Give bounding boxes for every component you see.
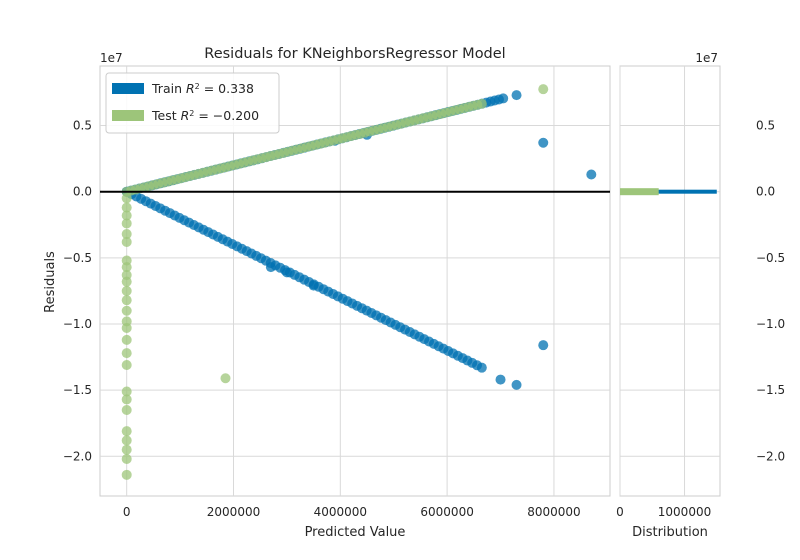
train-point <box>308 280 319 291</box>
train-point <box>511 90 522 101</box>
distribution-bar-train <box>620 189 717 194</box>
legend-swatch-train <box>112 83 144 94</box>
main-points <box>121 84 597 480</box>
x-axis-label: Predicted Value <box>305 525 406 540</box>
distribution-offset-label: 1e7 <box>695 51 718 65</box>
test-point <box>121 360 132 371</box>
test-point <box>476 98 487 109</box>
distribution-y-tick-label: −2.0 <box>756 449 785 463</box>
chart-title: Residuals for KNeighborsRegressor Model <box>204 46 505 62</box>
train-point <box>538 340 549 351</box>
test-point <box>121 386 132 397</box>
distribution-y-tick-label: −1.5 <box>756 383 785 397</box>
test-point <box>220 373 231 384</box>
test-point <box>121 322 132 333</box>
distribution-bars <box>620 188 717 196</box>
x-tick-label: 6000000 <box>420 505 473 519</box>
distribution-x-axis-label: Distribution <box>632 525 708 540</box>
test-point <box>538 84 549 95</box>
y-offset-label: 1e7 <box>100 51 123 65</box>
test-point <box>121 435 132 446</box>
test-point <box>121 262 132 273</box>
test-point <box>121 394 132 405</box>
x-tick-labels: 0 2000000 4000000 6000000 8000000 <box>123 505 581 519</box>
distribution-y-tick-label: 0.5 <box>756 119 775 133</box>
train-point <box>495 374 506 385</box>
distribution-x-tick-labels: 0 1000000 <box>616 505 711 519</box>
test-point <box>121 295 132 306</box>
test-point <box>121 285 132 296</box>
train-point <box>538 137 549 148</box>
test-point <box>121 210 132 221</box>
distribution-bar-test <box>620 188 659 196</box>
x-tick-label: 8000000 <box>527 505 580 519</box>
distribution-y-tick-label: 0.0 <box>756 185 775 199</box>
legend-swatch-test <box>112 110 144 121</box>
test-point <box>121 444 132 455</box>
legend: Train R2 = 0.338 Test R2 = −0.200 <box>105 72 280 134</box>
legend-label-test: Test R2 = −0.200 <box>151 108 259 123</box>
y-tick-label: 0.5 <box>73 119 92 133</box>
y-tick-label: −1.5 <box>63 383 92 397</box>
distribution-y-tick-label: −1.0 <box>756 317 785 331</box>
test-point <box>121 426 132 437</box>
y-tick-label: −2.0 <box>63 449 92 463</box>
test-point <box>121 334 132 345</box>
distribution-y-tick-labels: 0.5 0.0 −0.5 −1.0 −1.5 −2.0 <box>756 119 785 464</box>
distribution-y-tick-label: −0.5 <box>756 251 785 265</box>
y-tick-label: 0.0 <box>73 185 92 199</box>
y-tick-label: −0.5 <box>63 251 92 265</box>
train-point <box>498 93 509 104</box>
test-point <box>121 236 132 247</box>
train-point <box>586 169 597 180</box>
test-point <box>121 405 132 415</box>
test-point <box>121 469 132 480</box>
distribution-x-tick-label: 1000000 <box>658 505 711 519</box>
y-tick-labels: 0.5 0.0 −0.5 −1.0 −1.5 −2.0 <box>63 119 92 464</box>
test-point <box>121 202 132 213</box>
y-axis-label: Residuals <box>43 251 58 313</box>
test-point <box>121 193 132 204</box>
test-point <box>121 348 132 359</box>
train-point <box>511 379 522 390</box>
distribution-plot-area <box>619 65 721 497</box>
x-tick-label: 4000000 <box>314 505 367 519</box>
legend-label-train: Train R2 = 0.338 <box>151 81 254 96</box>
test-point <box>121 305 132 316</box>
x-tick-label: 0 <box>123 505 131 519</box>
x-tick-label: 2000000 <box>207 505 260 519</box>
test-point <box>121 453 132 464</box>
y-tick-label: −1.0 <box>63 317 92 331</box>
train-point <box>265 262 276 273</box>
legend-box <box>105 72 280 134</box>
train-point <box>476 362 487 373</box>
test-point <box>121 218 132 229</box>
test-point <box>121 276 132 287</box>
distribution-x-tick-label: 0 <box>616 505 624 519</box>
test-point <box>121 229 132 240</box>
train-point <box>281 267 292 278</box>
